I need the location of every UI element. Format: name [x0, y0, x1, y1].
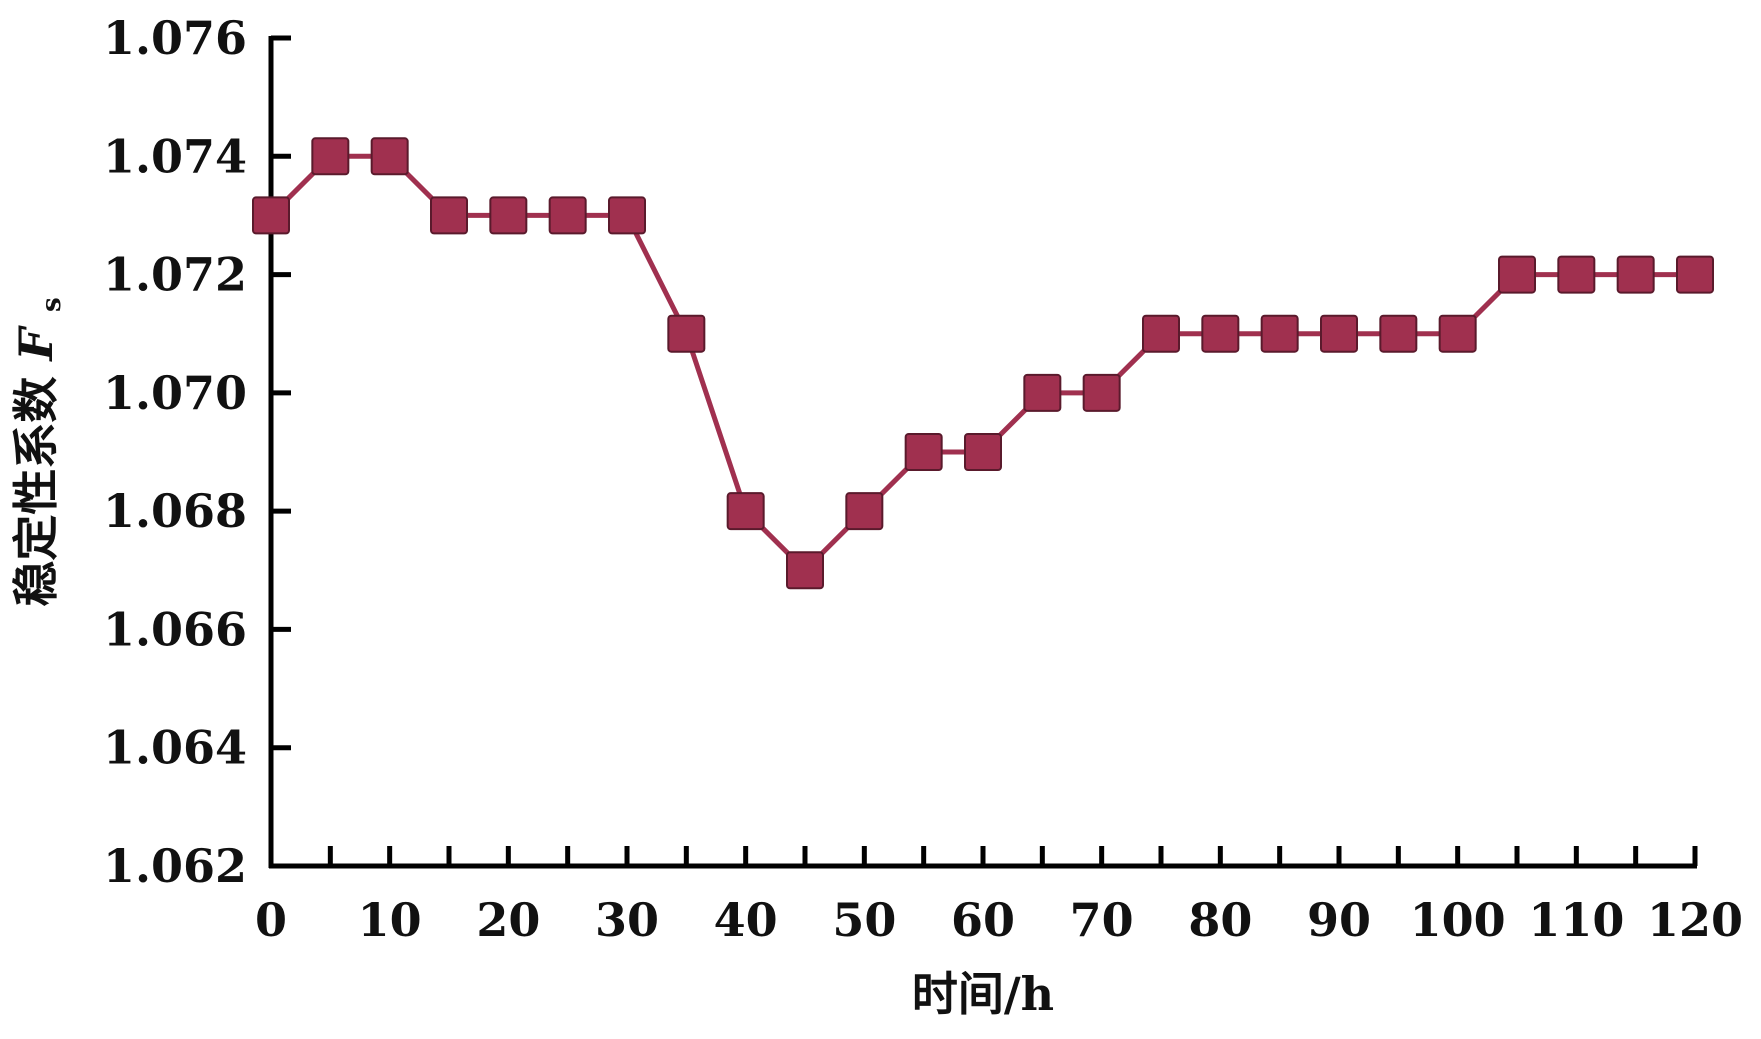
x-tick-label: 80 — [1188, 893, 1252, 947]
y-tick-label: 1.070 — [103, 366, 247, 420]
data-point-marker — [786, 551, 824, 590]
data-point-marker — [1438, 314, 1477, 353]
data-point-marker — [1320, 314, 1358, 353]
x-tick-label: 10 — [358, 893, 422, 947]
x-axis-title: 时间/h — [912, 967, 1054, 1021]
series-layer — [252, 137, 1714, 590]
x-tick-label: 90 — [1307, 893, 1371, 947]
y-ticks: 1.062 1.064 1.066 1.068 1.070 1.072 1.074 1.076 — [103, 11, 291, 893]
y-tick-label: 1.064 — [103, 721, 247, 775]
y-axis-title-main: 稳定性系数 — [9, 377, 63, 607]
x-tick-label: 20 — [476, 893, 540, 947]
data-point-marker — [1676, 255, 1714, 294]
data-point-marker — [964, 433, 1002, 471]
series-line — [269, 153, 1695, 573]
data-point-marker — [548, 196, 587, 235]
y-tick-label: 1.068 — [103, 484, 247, 538]
data-point-marker — [370, 137, 409, 176]
data-point-marker — [1201, 314, 1240, 353]
y-axis-title-subscript: s — [37, 297, 67, 312]
y-axis-title-symbol: F — [9, 325, 63, 363]
y-tick-label: 1.072 — [103, 248, 247, 302]
data-point-marker — [608, 196, 646, 235]
data-point-marker — [904, 433, 943, 471]
x-tick-label: 100 — [1410, 893, 1506, 947]
y-tick-label: 1.062 — [103, 839, 247, 893]
data-point-marker — [1023, 373, 1062, 412]
x-ticks: 0 10 20 30 40 50 60 70 80 90 100 110 120 — [255, 846, 1743, 947]
data-point-marker — [1498, 255, 1536, 294]
data-point-marker — [1082, 373, 1121, 412]
x-tick-label: 40 — [714, 893, 778, 947]
y-axis-title: 稳定性系数 F s — [9, 297, 67, 606]
data-point-marker — [252, 196, 290, 235]
y-tick-label: 1.076 — [103, 11, 247, 65]
x-tick-label: 120 — [1647, 893, 1743, 947]
data-point-marker — [1557, 255, 1596, 294]
x-tick-label: 110 — [1528, 893, 1624, 947]
x-tick-label: 60 — [951, 893, 1015, 947]
y-tick-label: 1.066 — [103, 602, 247, 656]
data-point-marker — [726, 492, 765, 531]
data-point-marker — [489, 196, 528, 235]
x-tick-label: 70 — [1070, 893, 1134, 947]
x-tick-label: 0 — [255, 893, 287, 947]
x-tick-label: 50 — [832, 893, 896, 947]
x-tick-label: 30 — [595, 893, 659, 947]
data-point-marker — [1142, 314, 1180, 353]
data-point-marker — [311, 137, 350, 176]
y-tick-label: 1.074 — [103, 129, 247, 183]
data-point-marker — [1379, 314, 1418, 353]
data-point-marker — [1616, 255, 1655, 294]
data-point-marker — [667, 314, 706, 353]
data-point-marker — [845, 492, 884, 531]
data-point-marker — [430, 196, 468, 235]
data-point-marker — [1260, 314, 1299, 353]
